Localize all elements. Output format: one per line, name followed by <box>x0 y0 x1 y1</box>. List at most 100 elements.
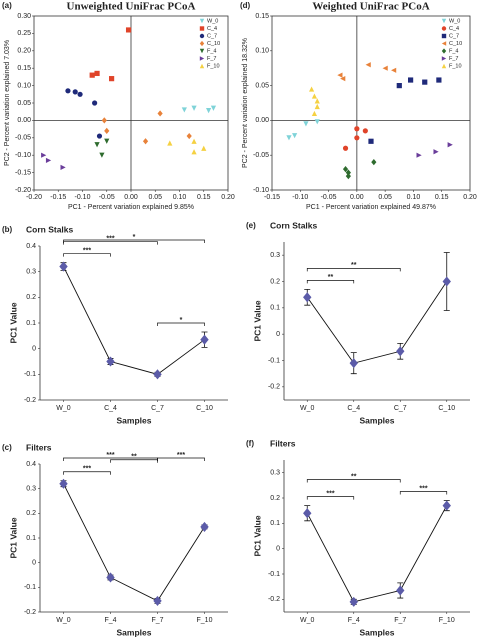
line <box>63 483 205 602</box>
y-tick-label: -0.10 <box>15 152 31 159</box>
y-axis-label: PC1 Value <box>8 302 18 343</box>
legend-marker <box>441 41 447 46</box>
point <box>96 133 103 139</box>
point <box>337 72 343 78</box>
x-tick-label: F_4 <box>104 617 116 624</box>
y-tick-label: -0.1 <box>268 571 280 578</box>
x-tick-label: -0.05 <box>321 194 337 201</box>
x-axis-label: Samples <box>117 415 152 425</box>
point <box>311 110 318 117</box>
significance-bracket <box>63 241 158 245</box>
point <box>41 152 47 158</box>
point <box>396 346 405 357</box>
significance-label: * <box>133 234 136 241</box>
point <box>206 108 212 114</box>
legend-marker <box>199 26 205 31</box>
y-tick-label: 0.05 <box>255 82 269 89</box>
x-tick-label: W_0 <box>300 405 315 412</box>
point <box>186 132 192 140</box>
significance-bracket <box>399 491 448 495</box>
point <box>349 358 358 369</box>
point <box>106 572 115 583</box>
point <box>109 76 115 82</box>
point <box>101 117 107 124</box>
y-tick-label: -0.20 <box>15 187 31 194</box>
significance-bracket <box>306 479 401 483</box>
significance-label: *** <box>106 452 114 459</box>
point <box>368 138 374 144</box>
x-tick-label: 0.15 <box>435 194 449 201</box>
x-tick-label: W_0 <box>56 405 71 412</box>
y-tick-label: 0.30 <box>17 13 31 20</box>
y-tick-label: 0.10 <box>17 82 31 89</box>
point <box>60 164 66 170</box>
x-tick-label: 0.00 <box>350 194 364 201</box>
y-tick-label: 0.1 <box>26 320 36 327</box>
point <box>303 508 312 519</box>
x-tick-label: C_4 <box>347 405 360 412</box>
x-tick-label: 0.05 <box>148 194 162 201</box>
y-tick-label: 0.2 <box>270 278 280 285</box>
point <box>89 72 95 78</box>
significance-label: ** <box>351 262 357 269</box>
point <box>292 133 298 139</box>
legend-label: F_7 <box>449 56 458 62</box>
x-tick-label: C_10 <box>438 405 455 412</box>
y-tick-label: 0.3 <box>26 486 36 493</box>
y-tick-label: -0.2 <box>268 596 280 603</box>
y-tick-label: -0.1 <box>268 357 280 364</box>
y-tick-label: 0.4 <box>26 243 36 250</box>
point <box>354 135 360 141</box>
x-tick-label: F_7 <box>151 617 163 624</box>
significance-label: *** <box>83 466 91 473</box>
point <box>342 145 349 151</box>
legend-marker <box>441 63 447 69</box>
point <box>422 79 428 85</box>
point <box>153 369 162 380</box>
point <box>314 98 320 104</box>
y-tick-label: -0.10 <box>253 187 269 194</box>
y-tick-label: -0.2 <box>24 609 36 616</box>
legend-marker <box>441 26 447 31</box>
point <box>77 91 83 97</box>
y-tick-label: 0 <box>32 560 36 567</box>
panel-subtitle: Corn Stalks <box>26 224 74 234</box>
y-tick-label: 0.1 <box>270 520 280 527</box>
point <box>94 70 100 77</box>
point <box>125 27 132 33</box>
x-axis-label: PC1 - Percent variation explained 49.87% <box>306 204 436 211</box>
significance-bracket <box>63 239 205 243</box>
panel-label: (f) <box>246 439 254 448</box>
y-tick-label: -0.2 <box>268 384 280 391</box>
y-tick-label: 0.3 <box>26 269 36 276</box>
point <box>200 334 209 345</box>
point <box>345 172 351 180</box>
point <box>345 169 351 176</box>
x-tick-label: C_10 <box>196 405 213 412</box>
panel-label: (a) <box>2 1 12 10</box>
point <box>201 145 207 151</box>
legend-marker <box>199 33 205 39</box>
legend-label: F_7 <box>207 56 216 62</box>
point <box>191 105 197 111</box>
legend-label: F_10 <box>207 63 220 69</box>
legend-label: F_4 <box>207 48 216 54</box>
legend-label: C_10 <box>449 41 462 47</box>
y-tick-label: 0.3 <box>270 252 280 259</box>
significance-label: ** <box>351 473 357 480</box>
x-tick-label: -0.15 <box>50 194 66 201</box>
y-tick-label: 0.00 <box>255 117 269 124</box>
y-tick-label: 0.1 <box>270 305 280 312</box>
x-tick-label: F_10 <box>439 617 455 624</box>
y-tick-label: 0.1 <box>26 535 36 542</box>
x-tick-label: 0.10 <box>173 194 187 201</box>
point <box>65 88 71 94</box>
legend-marker <box>441 56 447 61</box>
line <box>306 281 448 364</box>
chart-title: Unweighted UniFrac PCoA <box>67 1 196 13</box>
panel-label: (e) <box>246 221 256 230</box>
x-tick-label: F_10 <box>197 617 213 624</box>
point <box>153 595 162 606</box>
significance-bracket <box>63 471 111 475</box>
